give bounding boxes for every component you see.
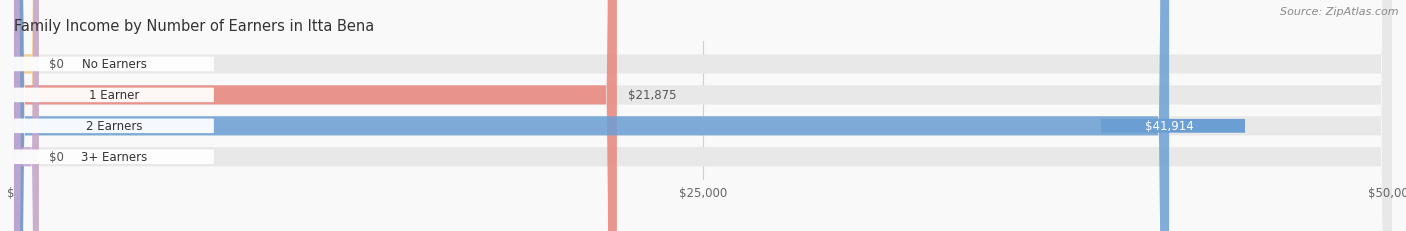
FancyBboxPatch shape xyxy=(1101,119,1246,133)
Text: 3+ Earners: 3+ Earners xyxy=(80,151,148,164)
Text: Family Income by Number of Earners in Itta Bena: Family Income by Number of Earners in It… xyxy=(14,18,374,33)
FancyBboxPatch shape xyxy=(14,150,214,164)
FancyBboxPatch shape xyxy=(14,0,1392,231)
FancyBboxPatch shape xyxy=(14,0,1170,231)
Text: $41,914: $41,914 xyxy=(1144,120,1194,133)
FancyBboxPatch shape xyxy=(14,0,617,231)
Text: Source: ZipAtlas.com: Source: ZipAtlas.com xyxy=(1281,7,1399,17)
Text: 1 Earner: 1 Earner xyxy=(89,89,139,102)
FancyBboxPatch shape xyxy=(14,88,214,103)
FancyBboxPatch shape xyxy=(14,0,1392,231)
Text: No Earners: No Earners xyxy=(82,58,146,71)
FancyBboxPatch shape xyxy=(14,0,1392,231)
Text: $21,875: $21,875 xyxy=(628,89,676,102)
FancyBboxPatch shape xyxy=(14,0,39,231)
FancyBboxPatch shape xyxy=(14,0,39,231)
FancyBboxPatch shape xyxy=(14,0,1392,231)
Text: 2 Earners: 2 Earners xyxy=(86,120,142,133)
FancyBboxPatch shape xyxy=(14,58,214,72)
FancyBboxPatch shape xyxy=(14,119,214,134)
Text: $0: $0 xyxy=(48,58,63,71)
Text: $0: $0 xyxy=(48,151,63,164)
